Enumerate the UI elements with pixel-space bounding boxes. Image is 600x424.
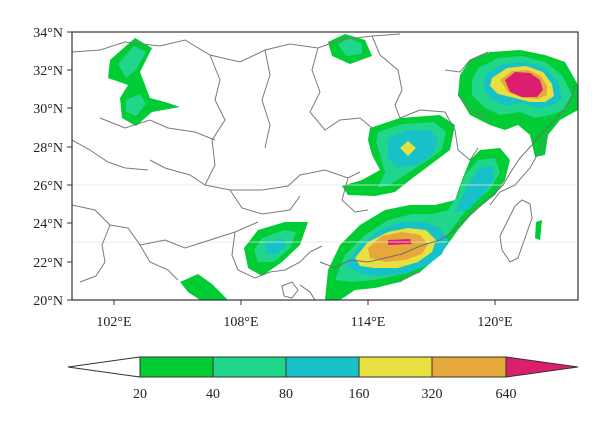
colorbar-segment-80-160 <box>285 356 360 378</box>
contour-tw-20 <box>535 220 542 240</box>
lat-tick-label: 28°N <box>33 141 63 156</box>
lat-tick-label: 30°N <box>33 102 63 117</box>
colorbar-segment-40-80 <box>212 356 287 378</box>
contour-sc-40b <box>126 94 146 116</box>
lon-tick-label: 120°E <box>477 315 512 330</box>
colorbar: 20 40 80 160 320 640 <box>67 356 579 402</box>
lat-tick-label: 22°N <box>33 256 63 271</box>
lat-tick-label: 26°N <box>33 179 63 194</box>
colorbar-label: 40 <box>206 387 220 402</box>
contour-c-160 <box>400 141 416 156</box>
contour-ne-640 <box>505 72 543 97</box>
colorbar-segment-320-640 <box>431 356 507 378</box>
colorbar-label: 160 <box>349 387 370 402</box>
lat-tick-label: 34°N <box>33 26 63 41</box>
taiwan-outline <box>499 199 533 263</box>
colorbar-segment-160-320 <box>358 356 433 378</box>
lon-tick-label: 102°E <box>96 315 131 330</box>
lon-tick-label: 108°E <box>223 315 258 330</box>
longitude-axis: 102°E 108°E 114°E 120°E <box>96 300 513 330</box>
contour-sx-40 <box>338 38 362 56</box>
contour-layer <box>108 34 578 300</box>
latitude-axis: 34°N 32°N 30°N 28°N 26°N 24°N 22°N 20°N <box>33 26 72 309</box>
colorbar-label: 640 <box>496 387 517 402</box>
colorbar-segment-below-20 <box>67 356 141 378</box>
contour-s-80b <box>455 166 494 212</box>
colorbar-label: 20 <box>133 387 147 402</box>
boundary-lines <box>72 33 576 300</box>
colorbar-label: 320 <box>422 387 443 402</box>
lat-tick-label: 24°N <box>33 217 63 232</box>
colorbar-segment-above-640 <box>505 356 579 378</box>
contour-sc-40 <box>118 46 146 78</box>
province-boundaries <box>72 33 549 283</box>
contour-yn-20 <box>180 274 228 300</box>
lon-tick-label: 114°E <box>351 315 386 330</box>
coastline <box>299 84 576 300</box>
contour-s-320 <box>368 232 428 262</box>
plot-frame <box>71 31 579 301</box>
hainan-fragment <box>281 281 299 299</box>
lat-tick-label: 20°N <box>33 294 63 309</box>
lat-tick-label: 32°N <box>33 64 63 79</box>
colorbar-label: 80 <box>279 387 293 402</box>
colorbar-segment-20-40 <box>139 356 214 378</box>
